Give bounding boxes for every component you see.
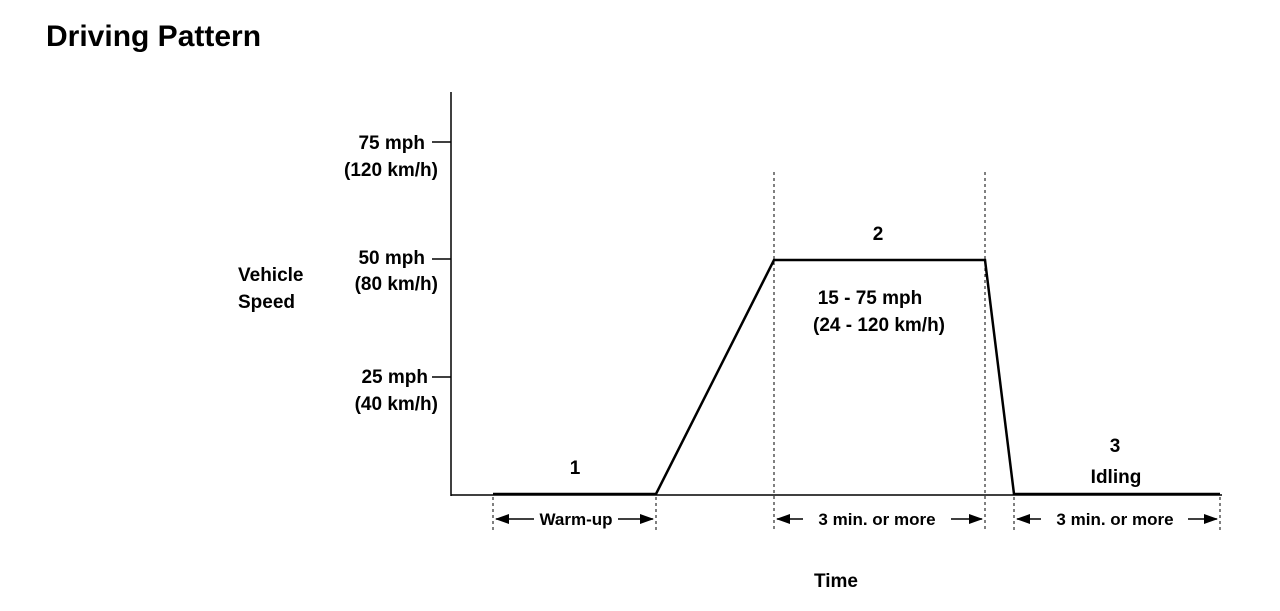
- phase-2-range-kmh: (24 - 120 km/h): [813, 315, 945, 336]
- y-tick-label-75-mph: 75 mph: [358, 133, 425, 154]
- y-tick-label-80-kmh: (80 km/h): [355, 274, 438, 295]
- x-axis-label-time: Time: [814, 571, 858, 592]
- diagram-title: Driving Pattern: [46, 20, 261, 53]
- speed-profile-line: [493, 258, 1220, 496]
- y-tick-label-25-mph: 25 mph: [361, 367, 428, 388]
- phase-2-range-mph: 15 - 75 mph: [818, 288, 923, 309]
- y-axis-label-speed: Speed: [238, 292, 295, 313]
- phase-3-idling-label: Idling: [1091, 467, 1142, 488]
- phase-3-number: 3: [1110, 436, 1121, 457]
- y-tick-label-50-mph: 50 mph: [358, 248, 425, 269]
- y-tick-label-120-kmh: (120 km/h): [344, 160, 438, 181]
- phase-2-duration-label: 3 min. or more: [818, 510, 935, 529]
- phase-2-number: 2: [873, 224, 884, 245]
- phase-1-number: 1: [570, 458, 581, 479]
- y-tick-label-40-kmh: (40 km/h): [355, 394, 438, 415]
- phase-1-duration-label: Warm-up: [539, 510, 612, 529]
- phase-3-duration-label: 3 min. or more: [1056, 510, 1173, 529]
- y-axis-label-vehicle: Vehicle: [238, 265, 304, 286]
